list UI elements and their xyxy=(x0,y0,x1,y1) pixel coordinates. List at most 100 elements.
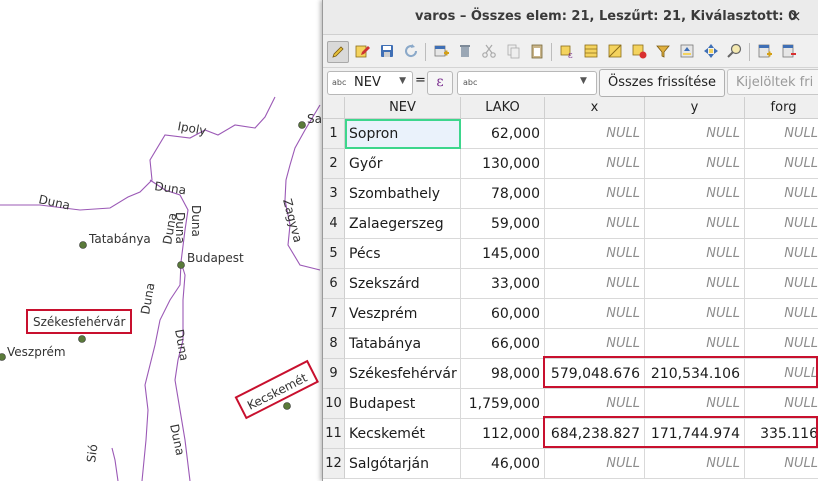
table-cell-x[interactable]: NULL xyxy=(545,449,645,479)
table-cell-lako[interactable]: 145,000 xyxy=(461,239,545,269)
new-field-icon[interactable] xyxy=(755,41,775,61)
select-all-icon[interactable] xyxy=(581,41,601,61)
table-cell-x[interactable]: NULL xyxy=(545,209,645,239)
table-cell-nev[interactable]: Kecskemét xyxy=(345,419,461,449)
chevron-down-icon[interactable]: ▼ xyxy=(580,76,587,86)
table-cell-lako[interactable]: 66,000 xyxy=(461,329,545,359)
column-header-lako[interactable]: LAKO xyxy=(461,97,545,119)
table-cell-y[interactable]: NULL xyxy=(645,119,745,149)
table-cell-y[interactable]: 210,534.106 xyxy=(645,359,745,389)
table-cell-lako[interactable]: 33,000 xyxy=(461,269,545,299)
move-selection-top-icon[interactable] xyxy=(677,41,697,61)
table-cell-forg[interactable]: NULL xyxy=(745,359,818,389)
table-cell-nev[interactable]: Győr xyxy=(345,149,461,179)
row-header[interactable]: 2 xyxy=(323,149,345,179)
table-cell-lako[interactable]: 1,759,000 xyxy=(461,389,545,419)
table-cell-forg[interactable]: NULL xyxy=(745,149,818,179)
table-cell-forg[interactable]: NULL xyxy=(745,119,818,149)
cut-icon[interactable] xyxy=(479,41,499,61)
table-cell-x[interactable]: NULL xyxy=(545,299,645,329)
table-cell-x[interactable]: NULL xyxy=(545,389,645,419)
value-input[interactable]: abc ▼ xyxy=(457,71,597,95)
row-header[interactable]: 8 xyxy=(323,329,345,359)
table-cell-x[interactable]: 684,238.827 xyxy=(545,419,645,449)
table-cell-lako[interactable]: 78,000 xyxy=(461,179,545,209)
row-header[interactable]: 11 xyxy=(323,419,345,449)
table-cell-nev[interactable]: Budapest xyxy=(345,389,461,419)
pencil-edit-icon[interactable] xyxy=(327,41,349,63)
table-cell-lako[interactable]: 112,000 xyxy=(461,419,545,449)
table-cell-y[interactable]: NULL xyxy=(645,329,745,359)
table-cell-x[interactable]: NULL xyxy=(545,329,645,359)
table-cell-y[interactable]: NULL xyxy=(645,269,745,299)
table-cell-lako[interactable]: 130,000 xyxy=(461,149,545,179)
table-cell-y[interactable]: NULL xyxy=(645,149,745,179)
row-header[interactable]: 4 xyxy=(323,209,345,239)
table-cell-nev[interactable]: Szekszárd xyxy=(345,269,461,299)
table-cell-forg[interactable]: NULL xyxy=(745,299,818,329)
table-cell-forg[interactable]: NULL xyxy=(745,239,818,269)
table-cell-forg[interactable]: NULL xyxy=(745,269,818,299)
window-titlebar[interactable]: varos – Összes elem: 21, Leszűrt: 21, Ki… xyxy=(323,0,818,35)
table-cell-forg[interactable]: NULL xyxy=(745,209,818,239)
table-cell-x[interactable]: NULL xyxy=(545,149,645,179)
row-header[interactable]: 1 xyxy=(323,119,345,149)
table-cell-nev[interactable]: Salgótarján xyxy=(345,449,461,479)
table-cell-x[interactable]: NULL xyxy=(545,239,645,269)
update-all-button[interactable]: Összes frissítése xyxy=(599,69,725,97)
field-select[interactable]: abc NEV ▼ xyxy=(327,71,413,95)
column-header-forg[interactable]: forg xyxy=(745,97,818,119)
table-cell-lako[interactable]: 60,000 xyxy=(461,299,545,329)
table-cell-lako[interactable]: 46,000 xyxy=(461,449,545,479)
table-cell-x[interactable]: NULL xyxy=(545,119,645,149)
table-cell-y[interactable]: NULL xyxy=(645,389,745,419)
table-cell-nev[interactable]: Pécs xyxy=(345,239,461,269)
multi-edit-icon[interactable] xyxy=(353,41,373,61)
table-cell-forg[interactable]: NULL xyxy=(745,179,818,209)
attribute-grid[interactable]: NEV LAKO x y forg 1 Sopron 62,000 NULL NULL N… xyxy=(323,97,818,481)
copy-icon[interactable] xyxy=(503,41,523,61)
column-header-y[interactable]: y xyxy=(645,97,745,119)
table-cell-nev[interactable]: Veszprém xyxy=(345,299,461,329)
invert-selection-icon[interactable] xyxy=(605,41,625,61)
table-cell-x[interactable]: 579,048.676 xyxy=(545,359,645,389)
row-header[interactable]: 5 xyxy=(323,239,345,269)
row-header[interactable]: 12 xyxy=(323,449,345,479)
row-header[interactable]: 9 xyxy=(323,359,345,389)
table-cell-lako[interactable]: 59,000 xyxy=(461,209,545,239)
close-icon[interactable]: × xyxy=(789,7,802,25)
table-cell-nev[interactable]: Szombathely xyxy=(345,179,461,209)
zoom-to-selection-icon[interactable] xyxy=(725,41,745,61)
expression-select-icon[interactable]: ε xyxy=(557,41,577,61)
row-header[interactable]: 3 xyxy=(323,179,345,209)
table-cell-forg[interactable]: NULL xyxy=(745,329,818,359)
add-feature-icon[interactable] xyxy=(431,41,451,61)
delete-feature-icon[interactable] xyxy=(455,41,475,61)
table-cell-y[interactable]: 171,744.974 xyxy=(645,419,745,449)
delete-field-icon[interactable] xyxy=(779,41,799,61)
deselect-icon[interactable] xyxy=(629,41,649,61)
pan-to-selection-icon[interactable] xyxy=(701,41,721,61)
table-cell-forg[interactable]: NULL xyxy=(745,449,818,479)
corner-header[interactable] xyxy=(323,97,345,119)
table-cell-forg[interactable]: NULL xyxy=(745,389,818,419)
table-cell-x[interactable]: NULL xyxy=(545,179,645,209)
reload-icon[interactable] xyxy=(401,41,421,61)
table-cell-y[interactable]: NULL xyxy=(645,179,745,209)
column-header-x[interactable]: x xyxy=(545,97,645,119)
table-cell-nev[interactable]: Sopron xyxy=(345,119,461,149)
table-cell-y[interactable]: NULL xyxy=(645,239,745,269)
table-cell-x[interactable]: NULL xyxy=(545,269,645,299)
expression-builder-button[interactable]: ε xyxy=(427,71,453,95)
table-cell-y[interactable]: NULL xyxy=(645,209,745,239)
paste-icon[interactable] xyxy=(527,41,547,61)
row-header[interactable]: 10 xyxy=(323,389,345,419)
save-icon[interactable] xyxy=(377,41,397,61)
row-header[interactable]: 7 xyxy=(323,299,345,329)
table-cell-lako[interactable]: 98,000 xyxy=(461,359,545,389)
attribute-table-window[interactable]: varos – Összes elem: 21, Leszűrt: 21, Ki… xyxy=(322,0,818,481)
table-cell-lako[interactable]: 62,000 xyxy=(461,119,545,149)
table-cell-nev[interactable]: Tatabánya xyxy=(345,329,461,359)
row-header[interactable]: 6 xyxy=(323,269,345,299)
